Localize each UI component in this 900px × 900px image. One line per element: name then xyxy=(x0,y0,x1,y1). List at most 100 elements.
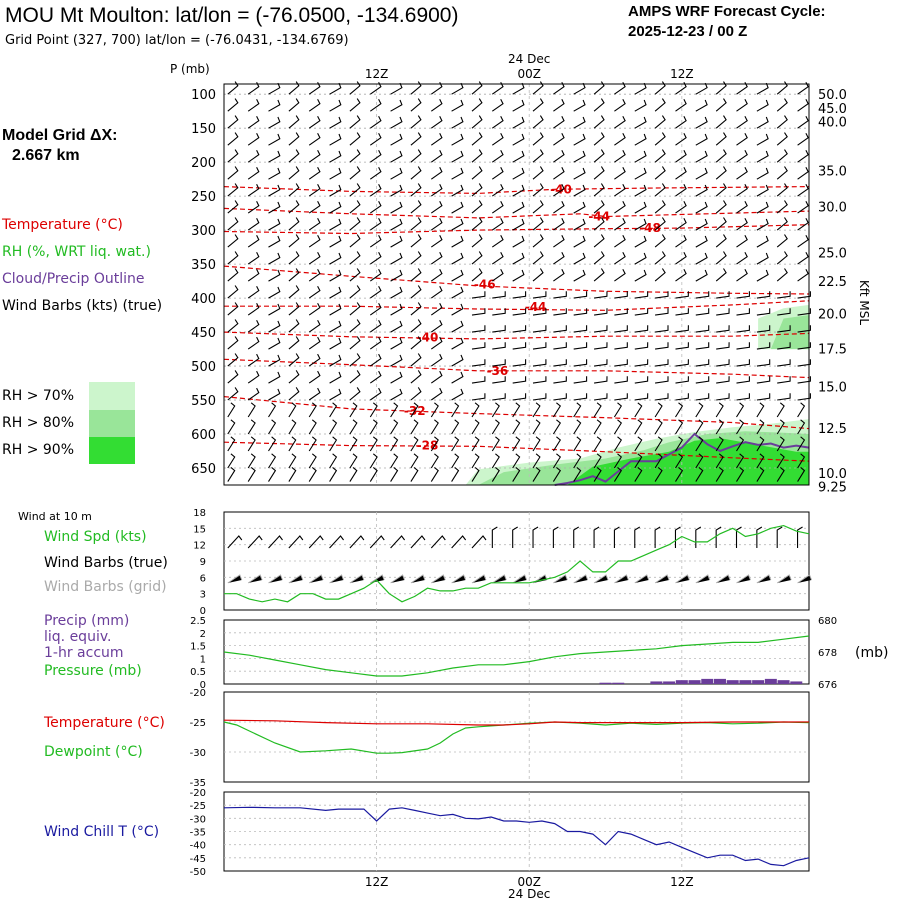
wind-barb xyxy=(797,116,809,129)
wind-barb xyxy=(247,200,260,214)
wind-barb xyxy=(227,251,239,265)
wind-barb xyxy=(695,167,708,180)
wind-barb xyxy=(532,291,547,299)
wind-barb xyxy=(736,183,748,197)
wind-barb-grid xyxy=(614,574,629,584)
wind-barb xyxy=(451,82,464,95)
wind-barb-true xyxy=(268,535,283,549)
wind-barb xyxy=(451,388,464,401)
wind-barb xyxy=(593,183,605,197)
wind-barb xyxy=(573,218,586,231)
legend-rh90-label: RH > 90% xyxy=(2,442,75,458)
pressure-tick-650: 650 xyxy=(191,462,216,477)
wind-barb xyxy=(655,325,669,333)
wind-barb xyxy=(593,200,605,214)
wind-barb xyxy=(573,116,586,129)
wind-barb xyxy=(736,342,750,350)
wind-barb xyxy=(288,234,300,248)
wind-barb xyxy=(594,325,608,333)
wind-barb xyxy=(573,419,582,435)
wind-barb xyxy=(532,402,541,418)
wind-barb xyxy=(268,436,277,452)
wind-barb xyxy=(227,132,239,146)
wind-barb xyxy=(756,402,765,418)
temperature-contour-5 xyxy=(223,331,810,340)
wind-barb xyxy=(512,436,521,452)
wind-barb xyxy=(451,466,460,482)
precip-bar xyxy=(650,681,663,684)
wind-barb xyxy=(308,302,321,316)
wind-barb xyxy=(491,453,500,469)
wind-barb xyxy=(532,466,541,482)
wind-barb xyxy=(675,466,684,482)
pressure-tick-500: 500 xyxy=(191,360,216,375)
temperature-contour-label-3: -46 xyxy=(474,278,496,292)
wind-barb xyxy=(512,393,527,401)
pressure-tick-200: 200 xyxy=(191,156,216,171)
wind-barb xyxy=(247,285,260,299)
wind-barb xyxy=(573,99,586,112)
wind-barb xyxy=(634,201,647,214)
wind-barb xyxy=(736,402,745,418)
wind-barb xyxy=(655,393,669,401)
wind-barb xyxy=(532,419,541,435)
wind-barb xyxy=(593,466,602,482)
precip-panel-ytick-0: 0 xyxy=(200,680,206,691)
gridpoint-label: Grid Point (327, 700) lat/lon = (-76.043… xyxy=(5,33,349,48)
wind-barb xyxy=(614,291,628,299)
wind-barb xyxy=(451,133,464,146)
wind-barb xyxy=(451,269,464,282)
temperature-contour-label-1: -44 xyxy=(588,210,610,224)
precip-label: Precip (mm) xyxy=(44,613,130,629)
time-tick-top-1: 00Z xyxy=(517,67,541,81)
wind-barb-grid xyxy=(675,574,690,584)
wind-barb xyxy=(451,201,464,214)
wind-barb xyxy=(654,149,666,163)
wind-barb-true xyxy=(715,526,722,548)
windchill-panel-ytick-0: -50 xyxy=(190,867,206,878)
wind-barb xyxy=(492,393,506,401)
wind-barb xyxy=(797,359,811,367)
wind-barb xyxy=(715,98,727,112)
temperature-contour-label-4: -44 xyxy=(525,300,547,314)
wind-barb xyxy=(797,217,809,231)
wind-barb xyxy=(451,320,464,333)
wind-barb xyxy=(268,82,281,95)
wind-barb xyxy=(308,268,321,282)
wind-barb-true xyxy=(471,535,487,549)
wind-barb xyxy=(268,320,281,333)
wind-barb xyxy=(329,371,342,384)
wind-barb xyxy=(655,291,669,299)
wind-barb xyxy=(736,453,745,469)
forecast-cycle-label: AMPS WRF Forecast Cycle: xyxy=(628,3,826,20)
windchill-panel-ytick-1: -45 xyxy=(190,854,206,865)
wind-barb-true xyxy=(369,535,385,549)
windchill-panel-ytick-2: -40 xyxy=(190,841,206,852)
wind-barb xyxy=(532,393,547,401)
wind-barb xyxy=(695,466,704,482)
wind-barb xyxy=(715,251,727,265)
wind-barb xyxy=(614,149,626,163)
wind-barb xyxy=(390,337,403,350)
wind-barb xyxy=(247,302,260,316)
wind-barb xyxy=(369,183,382,197)
wind-barb xyxy=(410,251,422,265)
wind-barb xyxy=(410,419,419,435)
wind-barb xyxy=(512,325,527,333)
wind-barb xyxy=(716,308,730,316)
wind-barb xyxy=(390,320,403,333)
wind-barb xyxy=(288,132,300,146)
wind-barb xyxy=(349,436,358,452)
wind-barb xyxy=(593,81,605,95)
height-label-7: 20.0 xyxy=(818,308,847,323)
wind-barb xyxy=(736,325,750,333)
temp-panel-frame xyxy=(223,691,810,783)
wind-barb xyxy=(736,217,748,231)
wind-barb xyxy=(227,183,239,197)
wind-barb xyxy=(410,115,422,129)
wind-barb xyxy=(308,319,321,333)
wind-barb xyxy=(553,99,565,112)
wind-barb xyxy=(756,252,769,265)
wind-barb xyxy=(634,359,649,367)
wind-barb xyxy=(369,149,382,163)
